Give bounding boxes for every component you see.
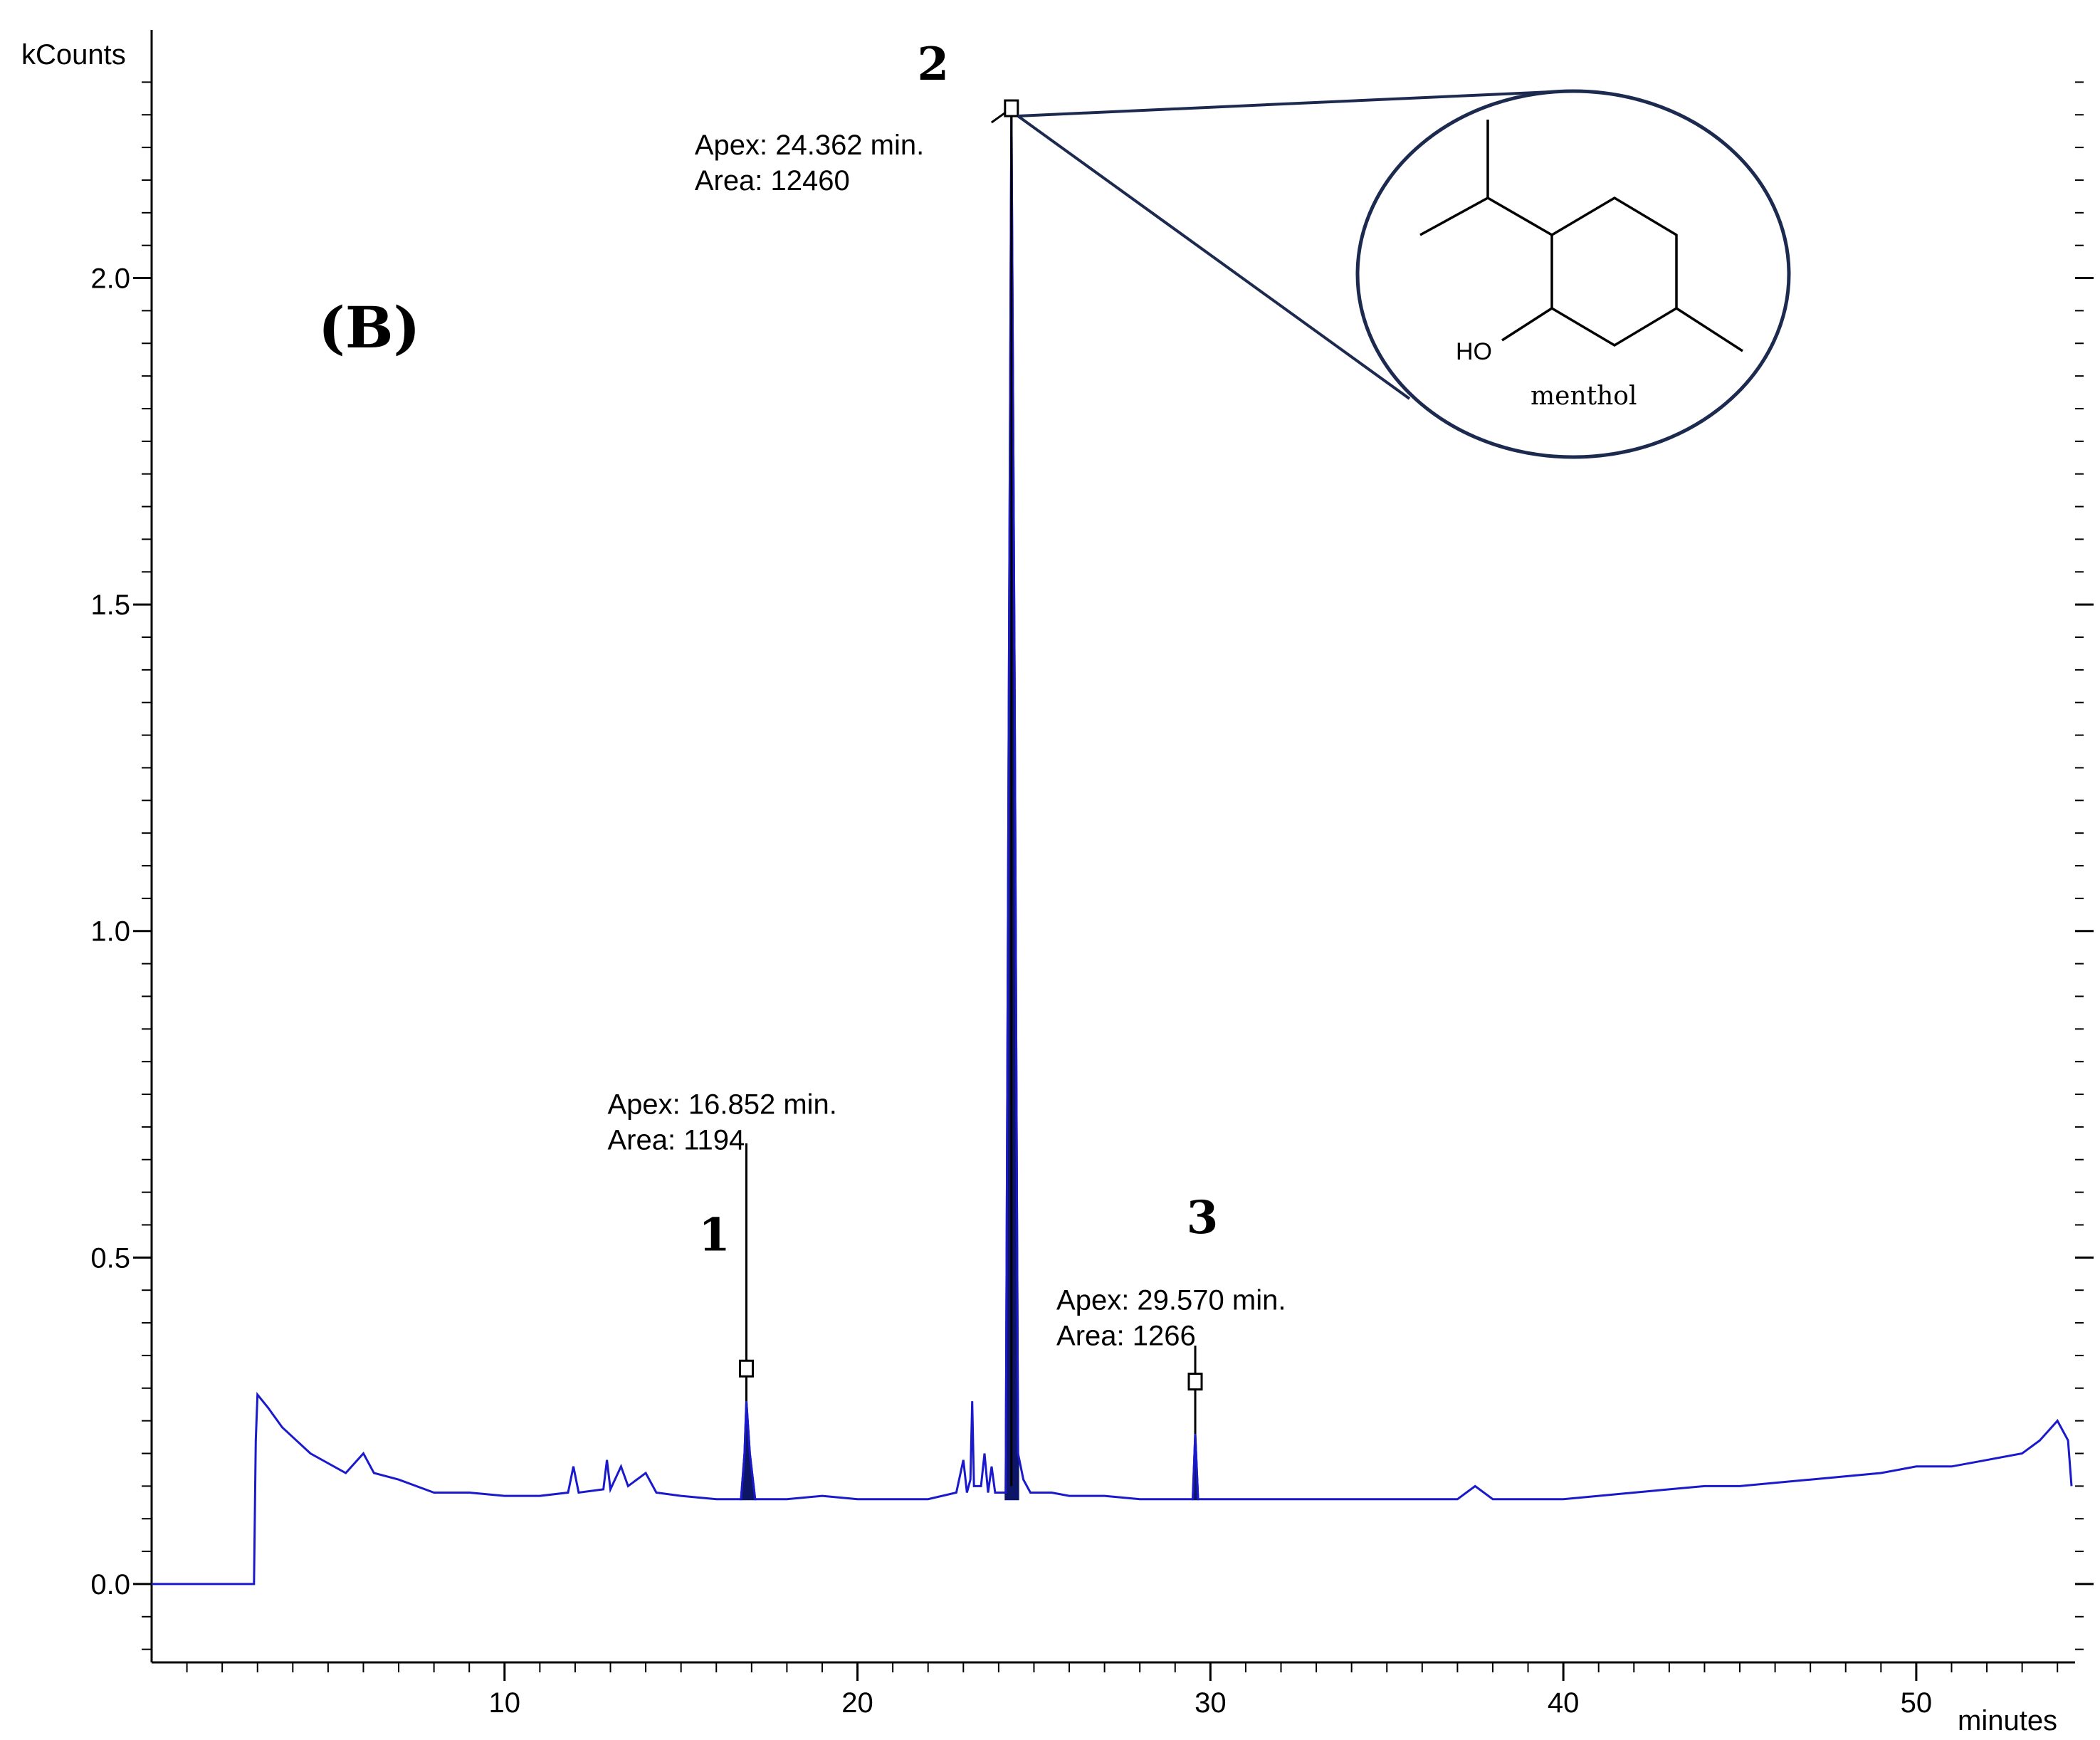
peak-number-1: 1	[698, 1208, 730, 1262]
zoom-line-bottom	[1017, 115, 1411, 400]
series-group	[152, 108, 2073, 1586]
panel-label: (B)	[318, 294, 420, 361]
peak-apex-text-2: Apex: 24.362 min.	[695, 130, 924, 161]
zoom-line-top	[1017, 90, 1567, 117]
x-tick-label: 40	[1548, 1687, 1580, 1719]
y-tick-label: 2.0	[90, 263, 130, 295]
peak-apex-text-1: Apex: 16.852 min.	[607, 1089, 836, 1121]
peak-apex-marker-3	[1187, 1373, 1203, 1391]
tick-labels-group: 10 20 30 40 50 0.0 0.5 1.0 1.5 2.0	[90, 263, 1932, 1719]
y-tick-label: 1.5	[90, 589, 130, 621]
menthol-structure-inset: HO menthol	[1017, 89, 1791, 459]
compound-name: menthol	[1531, 382, 1637, 411]
y-tick-label: 1.0	[90, 916, 130, 948]
peak-number-3: 3	[1187, 1191, 1219, 1244]
peak-area-text-1: Area: 1194	[607, 1125, 745, 1156]
chromatogram-trace	[152, 108, 2073, 1586]
y-tick-label: 0.0	[90, 1569, 130, 1600]
peak-area-text-3: Area: 1266	[1056, 1321, 1196, 1352]
structure-circle	[1355, 89, 1791, 459]
peak-number-2: 2	[918, 38, 950, 91]
peak-apex-marker-1	[738, 1359, 754, 1378]
peak-annotations-group: Apex: 16.852 min. Area: 1194 1 Apex: 24.362…	[607, 38, 1286, 1487]
x-tick-label: 20	[841, 1687, 873, 1719]
x-tick-label: 50	[1901, 1687, 1933, 1719]
x-tick-label: 10	[489, 1687, 521, 1719]
peak-apex-text-3: Apex: 29.570 min.	[1056, 1285, 1286, 1316]
x-axis-label: minutes	[1958, 1705, 2057, 1736]
peak-area-text-2: Area: 12460	[695, 165, 850, 196]
peak-apex-marker-2	[1004, 99, 1019, 117]
tick-marks-group	[133, 81, 2094, 1681]
menthol-skeleton	[1419, 120, 1743, 352]
y-tick-label: 0.5	[90, 1242, 130, 1274]
x-tick-label: 30	[1195, 1687, 1227, 1719]
axes-group	[150, 30, 2075, 1664]
hydroxyl-label: HO	[1456, 338, 1492, 365]
y-axis-label: kCounts	[21, 39, 126, 70]
